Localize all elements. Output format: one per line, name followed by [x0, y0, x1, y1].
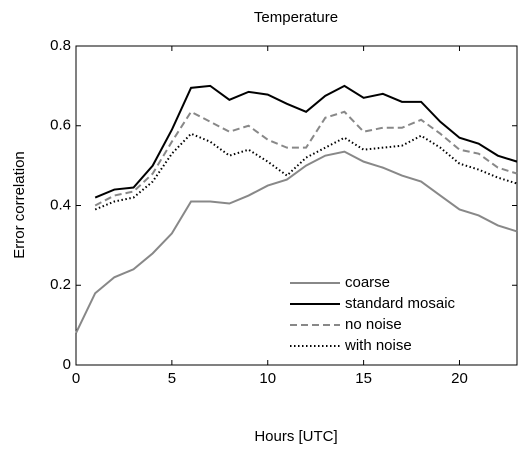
legend-label: standard mosaic [345, 295, 456, 312]
y-tick-label: 0.8 [50, 37, 71, 54]
x-axis-label: Hours [UTC] [254, 428, 337, 445]
series-line [94, 84, 518, 199]
chart-title: Temperature [254, 9, 338, 26]
x-tick-label: 0 [72, 370, 80, 387]
legend-label: with noise [344, 337, 412, 354]
x-tick-label: 15 [355, 370, 372, 387]
y-tick-label: 0.2 [50, 276, 71, 293]
legend-label: no noise [345, 316, 402, 333]
series-line [75, 150, 518, 334]
series-line [94, 132, 518, 211]
legend-label: coarse [345, 274, 390, 291]
x-tick-label: 5 [168, 370, 176, 387]
x-tick-label: 10 [259, 370, 276, 387]
plot-frame [75, 45, 518, 366]
y-tick-label: 0.4 [50, 196, 71, 213]
y-tick-label: 0 [63, 356, 71, 373]
series-line [94, 110, 518, 207]
y-tick-label: 0.6 [50, 117, 71, 134]
x-tick-label: 20 [451, 370, 468, 387]
y-axis-label: Error correlation [11, 151, 28, 259]
